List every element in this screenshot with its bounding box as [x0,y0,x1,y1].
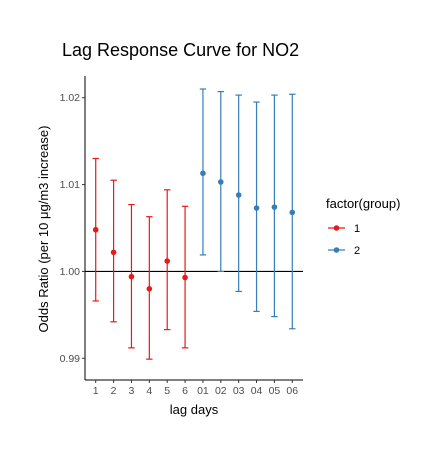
x-tick-label: 4 [146,385,152,397]
data-point [128,273,135,280]
x-tick-label: 6 [182,385,188,397]
data-point [92,226,99,233]
data-point [164,258,170,264]
plot-area: 0.99 1.00 1.01 1.02 1 2 3 4 5 6 01 02 03 04 05 06 [60,76,303,397]
data-point [271,204,278,210]
x-tick-label: 3 [129,385,135,397]
y-tick-label: 1.01 [60,179,81,191]
legend-key-point [333,225,340,231]
legend-label: 1 [354,223,360,235]
legend-key-point [333,247,340,253]
legend: factor(group) 1 2 [326,196,400,257]
y-axis-label: Odds Ratio (per 10 μg/m3 increase) [36,126,51,333]
x-tick-label: 2 [111,385,117,397]
y-tick-label: 1.00 [60,266,81,278]
x-tick-label: 1 [93,385,99,397]
y-tick-label: 0.99 [60,353,81,365]
x-tick-label: 03 [233,385,245,397]
y-tick-label: 1.02 [60,92,81,104]
x-tick-label: 05 [269,385,281,397]
x-tick-label: 06 [286,385,298,397]
data-point [289,209,296,216]
data-point [253,205,260,211]
data-point [146,286,153,292]
x-tick-label: 04 [251,385,263,397]
data-point [218,179,224,185]
x-tick-label: 02 [215,385,227,397]
chart-title: Lag Response Curve for NO2 [62,40,299,60]
data-point [182,274,188,281]
x-tick-label: 5 [164,385,170,397]
data-point [200,170,206,177]
x-tick-label: 01 [197,385,209,397]
x-axis-label: lag days [170,402,219,417]
legend-label: 2 [354,245,360,257]
legend-title: factor(group) [326,196,400,211]
data-point [235,192,242,198]
data-point [110,249,117,256]
